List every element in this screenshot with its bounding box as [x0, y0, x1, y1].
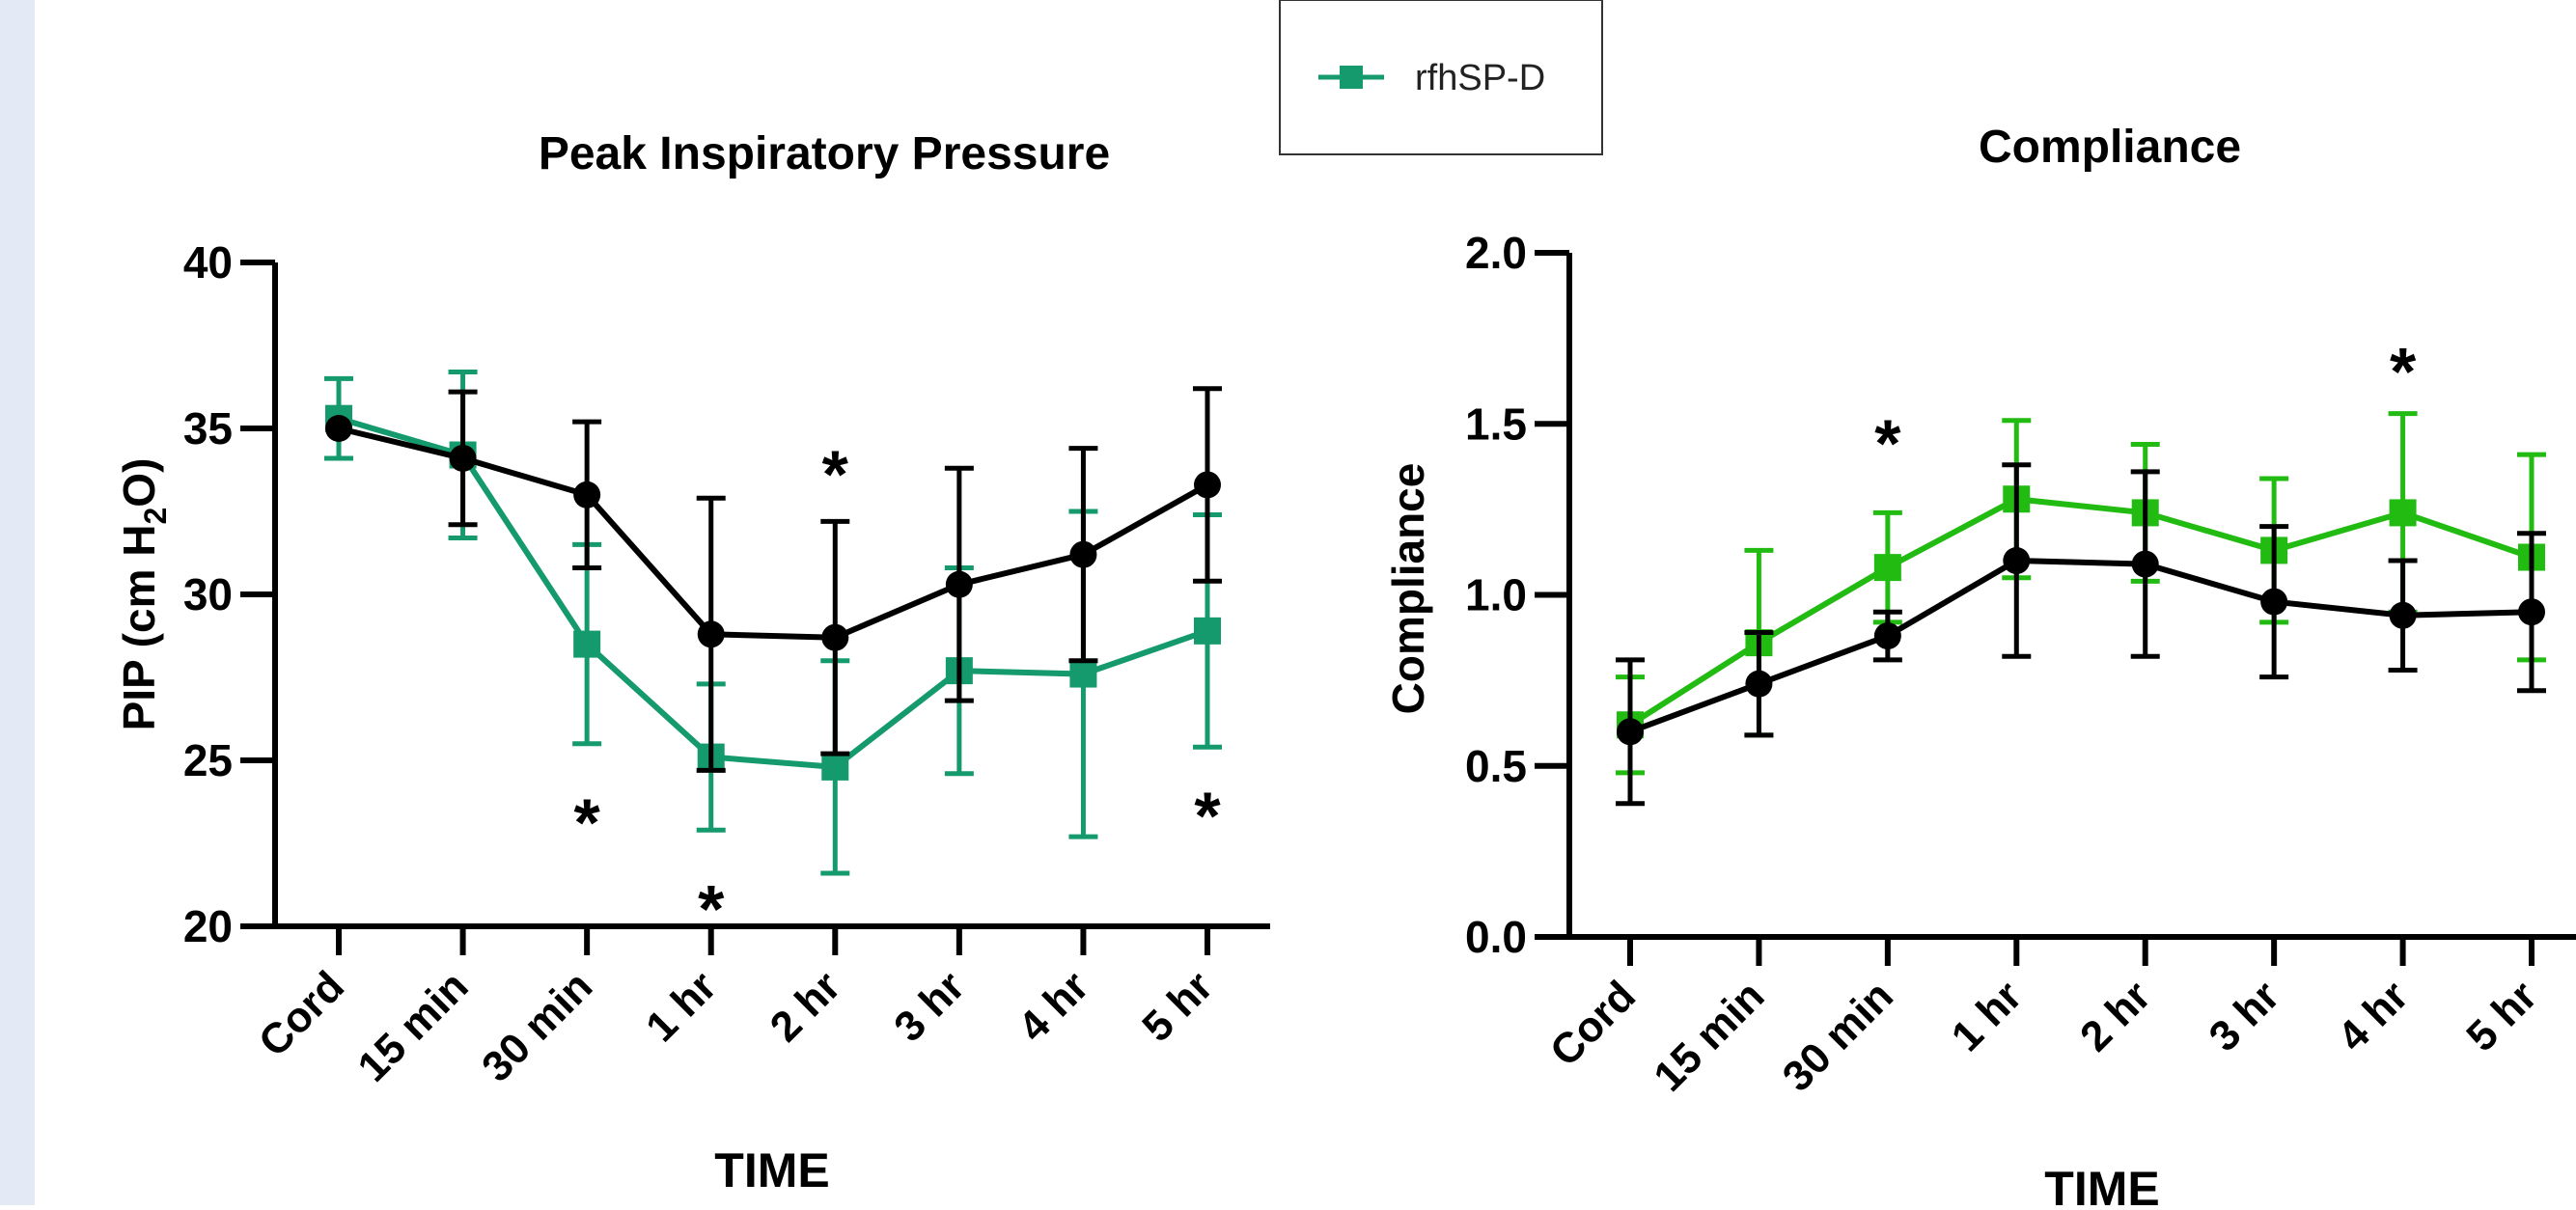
x-tick-label: 4 hr — [1010, 962, 1098, 1051]
series-line — [1628, 558, 2533, 735]
x-tick-label: 4 hr — [2329, 972, 2418, 1060]
y-axis-label: Compliance — [1383, 463, 1433, 715]
y-tick-label: 0.5 — [1465, 741, 1527, 791]
x-tick-label: 15 min — [348, 962, 477, 1090]
significance-star: * — [1874, 405, 1901, 481]
y-tick-label: 25 — [183, 735, 233, 785]
data-point — [2389, 601, 2417, 629]
series-control — [1616, 462, 2546, 807]
y-tick-label: 1.0 — [1465, 570, 1527, 620]
left-margin-strip — [0, 0, 35, 1205]
data-point — [1745, 670, 1773, 698]
data-point — [1617, 718, 1644, 746]
data-point — [325, 415, 352, 442]
x-axis-label: TIME — [714, 1143, 829, 1197]
data-point — [1069, 540, 1097, 568]
x-tick-label: 3 hr — [885, 962, 974, 1051]
series-control — [325, 386, 1222, 773]
data-point — [1873, 554, 1901, 582]
legend: rfhSP-D — [1279, 0, 1603, 155]
data-point — [1069, 660, 1097, 688]
chart-peak-inspiratory-pressure: Peak Inspiratory Pressure2025303540Cord1… — [114, 128, 1270, 1197]
data-point — [2131, 550, 2159, 578]
x-tick-label: 15 min — [1645, 972, 1773, 1100]
x-tick-label: 2 hr — [2071, 972, 2160, 1060]
significance-star: * — [574, 784, 601, 860]
series-rfhsp-d — [1616, 411, 2546, 776]
data-point — [573, 630, 601, 658]
y-axis-label: PIP (cm H2O) — [114, 458, 173, 731]
legend-swatch-marker — [1340, 66, 1363, 89]
y-tick-label: 2.0 — [1465, 228, 1527, 278]
chart-title: Peak Inspiratory Pressure — [539, 128, 1110, 179]
data-point — [945, 570, 973, 598]
significance-star: * — [698, 871, 725, 947]
data-point — [2260, 588, 2288, 616]
y-tick-label: 0.0 — [1465, 912, 1527, 962]
x-tick-label: 2 hr — [762, 962, 850, 1051]
x-tick-label: Cord — [250, 962, 353, 1065]
series-line — [338, 415, 1208, 770]
y-tick-label: 35 — [183, 403, 233, 454]
x-tick-label: 30 min — [473, 962, 601, 1090]
data-point — [821, 623, 849, 651]
x-tick-label: 5 hr — [2457, 972, 2546, 1060]
y-tick-label: 20 — [183, 901, 233, 951]
data-point — [821, 753, 849, 781]
x-tick-label: 1 hr — [1943, 972, 2032, 1060]
x-tick-label: 30 min — [1774, 972, 1902, 1100]
y-tick-label: 1.5 — [1465, 399, 1527, 449]
series-line — [1628, 496, 2533, 728]
x-tick-label: 5 hr — [1133, 962, 1222, 1051]
x-tick-label: 1 hr — [637, 962, 726, 1051]
data-point — [2003, 547, 2031, 575]
x-tick-label: Cord — [1541, 972, 1645, 1075]
significance-star: * — [1194, 779, 1221, 854]
data-point — [2518, 598, 2545, 626]
chart-title: Compliance — [1979, 122, 2241, 173]
data-point — [573, 481, 601, 509]
y-tick-label: 30 — [183, 569, 233, 619]
data-point — [2389, 499, 2417, 527]
x-tick-label: 3 hr — [2201, 972, 2289, 1060]
significance-star: * — [2390, 334, 2417, 409]
data-point — [449, 444, 477, 472]
series-line — [338, 426, 1209, 641]
data-point — [1194, 617, 1221, 645]
y-tick-label: 40 — [183, 237, 233, 288]
data-point — [1873, 622, 1901, 650]
legend-label: rfhSP-D — [1415, 58, 1545, 98]
significance-star: * — [822, 436, 849, 511]
data-point — [697, 620, 725, 648]
data-point — [1194, 471, 1221, 499]
x-axis-label: TIME — [2044, 1162, 2159, 1205]
chart-compliance: Compliance 0.0 0.5 1.0 1.5 2.0 Cord 15 min 30 mi… — [1383, 122, 2576, 1210]
